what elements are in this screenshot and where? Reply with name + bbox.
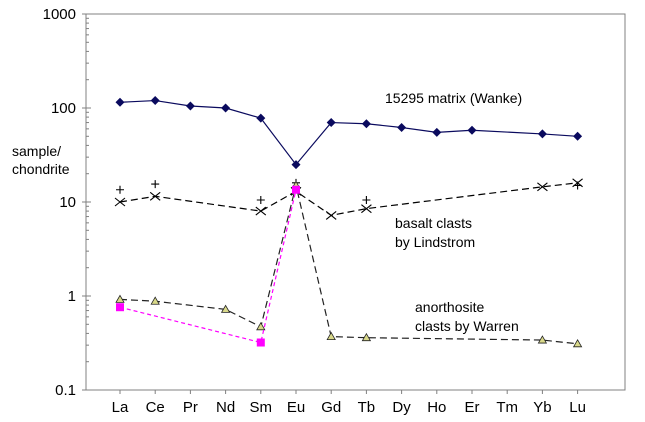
data-point [255, 206, 267, 216]
data-point [149, 191, 161, 201]
data-point [116, 185, 124, 194]
annotation-anorthosite-2: clasts by Warren [415, 318, 519, 334]
data-point [115, 97, 125, 107]
data-point [326, 118, 336, 128]
y-tick-labels: 0.1 1 10 100 1000 [43, 6, 76, 399]
annotation-matrix: 15295 matrix (Wanke) [385, 90, 522, 106]
axes [82, 13, 626, 394]
annotation-anorthosite-1: anorthosite [415, 299, 484, 315]
data-point [432, 127, 442, 137]
x-tick-label: Ho [427, 399, 446, 416]
x-tick-label: Yb [533, 399, 551, 416]
data-point [150, 96, 160, 106]
data-point [256, 113, 266, 123]
y-tick-label: 1000 [43, 6, 76, 23]
x-tick-label: Pr [183, 399, 198, 416]
data-point [221, 103, 231, 113]
data-point [114, 197, 126, 207]
data-point [397, 123, 407, 133]
x-tick-label: Sm [250, 399, 273, 416]
data-point [325, 210, 337, 220]
y-axis-label-line1: sample/ [12, 143, 61, 159]
data-point [361, 332, 372, 342]
x-tick-label: Gd [321, 399, 341, 416]
data-point [467, 125, 477, 135]
x-tick-label: Nd [216, 399, 235, 416]
x-tick-label: Er [465, 399, 480, 416]
y-axis-label-line2: chondrite [12, 161, 70, 177]
data-point [362, 196, 371, 205]
data-point [361, 204, 372, 214]
data-point [115, 294, 125, 303]
data-point [291, 160, 301, 170]
data-point [537, 335, 548, 344]
data-point [292, 185, 300, 194]
data-point [537, 182, 548, 192]
series-layer [114, 96, 583, 348]
series-matrix [115, 96, 583, 170]
series-basalt_x [114, 178, 583, 220]
data-point [572, 339, 583, 348]
y-tick-label: 100 [51, 100, 76, 117]
data-point [151, 180, 160, 189]
x-tick-label: Tb [358, 399, 376, 416]
x-tick-label: Tm [496, 399, 518, 416]
x-tick-labels: La Ce Pr Nd Sm Eu Gd Tb Dy Ho Er Tm Yb Lu [112, 399, 586, 416]
data-point [150, 296, 160, 305]
data-point [256, 338, 265, 347]
series-anorthosite_sq [116, 185, 300, 347]
data-point [537, 129, 547, 139]
data-point [361, 119, 371, 129]
x-tick-label: La [112, 399, 129, 416]
annotation-basalt-1: basalt clasts [395, 215, 472, 231]
y-tick-label: 10 [59, 194, 76, 211]
data-point [573, 181, 582, 190]
x-tick-label: Dy [392, 399, 411, 416]
series-line [119, 99, 578, 166]
y-tick-label: 1 [68, 288, 76, 305]
series-anorthosite_tri [115, 180, 583, 348]
data-point [256, 196, 265, 205]
data-point [220, 304, 231, 313]
annotation-basalt-2: by Lindstrom [395, 234, 475, 250]
data-point [185, 101, 195, 111]
series-line [119, 182, 578, 217]
data-point [326, 331, 336, 340]
plot-area-frame [85, 13, 626, 391]
series-line [119, 189, 297, 344]
x-tick-label: Ce [146, 399, 165, 416]
x-tick-label: Lu [569, 399, 586, 416]
data-point [116, 303, 124, 312]
data-point [573, 131, 583, 141]
data-point [256, 322, 266, 331]
x-tick-label: Eu [287, 399, 305, 416]
y-tick-label: 0.1 [55, 382, 76, 399]
